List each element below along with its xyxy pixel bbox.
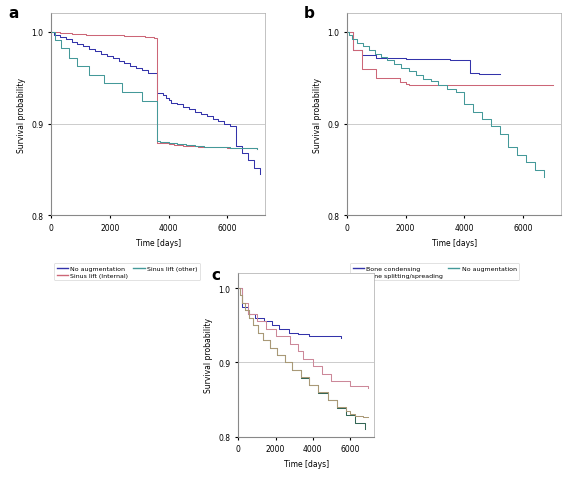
Text: a: a xyxy=(8,6,19,21)
Text: b: b xyxy=(304,6,315,21)
X-axis label: Time [days]: Time [days] xyxy=(431,238,477,247)
X-axis label: Time [days]: Time [days] xyxy=(136,238,181,247)
Legend: No augmentation, Sinus lift (Internal), Sinus lift (other): No augmentation, Sinus lift (Internal), … xyxy=(54,264,200,281)
X-axis label: Time [days]: Time [days] xyxy=(284,459,329,468)
Y-axis label: Survival probability: Survival probability xyxy=(312,78,321,153)
Text: c: c xyxy=(211,267,220,282)
Legend: Bone condensing, Bone splitting/spreading, No augmentation: Bone condensing, Bone splitting/spreadin… xyxy=(350,264,519,281)
Y-axis label: Survival probability: Survival probability xyxy=(16,78,26,153)
Y-axis label: Survival probability: Survival probability xyxy=(204,318,213,393)
